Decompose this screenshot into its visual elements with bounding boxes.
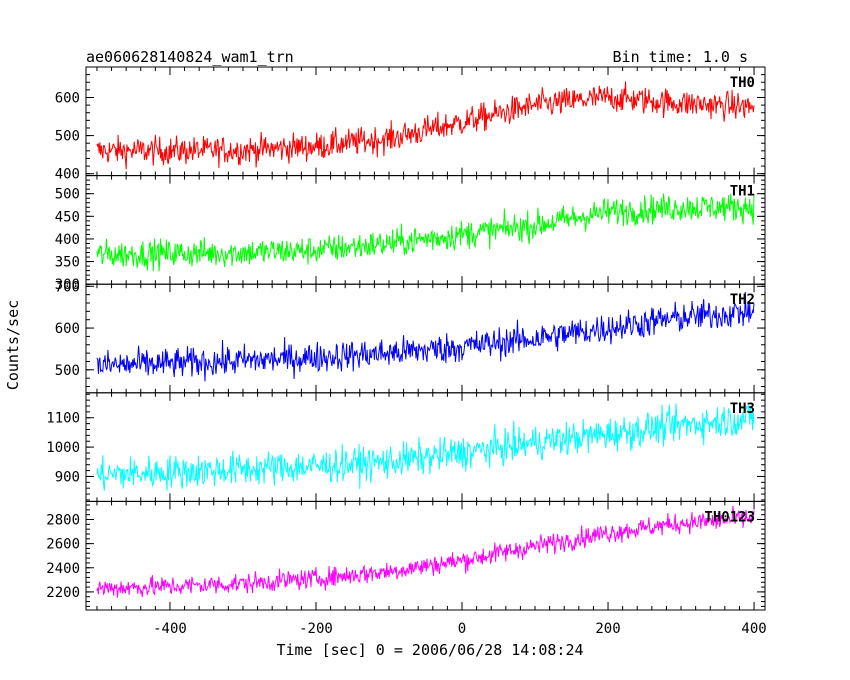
chart-title: ae060628140824_wam1_trn [86, 48, 294, 66]
y-tick-label: 900 [55, 469, 80, 485]
panel-frame-th1 [85, 175, 766, 285]
y-tick-label: 700 [55, 279, 80, 295]
y-tick-label: 600 [55, 90, 80, 106]
panel-label-th0123: TH0123 [704, 509, 755, 525]
panel-frame-th0123 [85, 500, 766, 611]
panel-label-th1: TH1 [730, 184, 755, 200]
y-tick-label: 1100 [46, 411, 80, 427]
series-th2 [96, 291, 755, 382]
x-tick-label: 400 [741, 621, 766, 637]
y-tick-label: 1000 [46, 440, 80, 456]
x-tick-label: -400 [153, 621, 187, 637]
panel-frame-th2 [85, 283, 766, 394]
y-tick-label: 2400 [46, 561, 80, 577]
series-th3 [96, 403, 755, 491]
bin-time-label: Bin time: 1.0 s [613, 48, 748, 66]
series-th0 [96, 81, 755, 170]
y-tick-label: 350 [55, 255, 80, 271]
y-tick-label: 400 [55, 232, 80, 248]
x-tick-label: -200 [299, 621, 333, 637]
series-th0123 [96, 505, 755, 598]
panel-label-th0: TH0 [730, 75, 755, 91]
x-tick-label: 0 [458, 621, 466, 637]
y-tick-label: 2800 [46, 513, 80, 529]
y-tick-label: 300 [55, 277, 80, 293]
y-tick-label: 500 [55, 363, 80, 379]
y-tick-label: 500 [55, 129, 80, 145]
panel-label-th3: TH3 [730, 401, 755, 417]
y-tick-label: 500 [55, 187, 80, 203]
y-tick-label: 400 [55, 167, 80, 183]
x-tick-label: 200 [595, 621, 620, 637]
x-axis-label: Time [sec] 0 = 2006/06/28 14:08:24 [276, 641, 583, 659]
series-th1 [96, 193, 755, 272]
y-axis-label: Counts/sec [4, 300, 22, 390]
y-tick-label: 450 [55, 209, 80, 225]
panels-group: TH0 400 500 600 TH1 300 350 400 450 500 TH2 500 600 7… [46, 66, 767, 637]
panel-label-th2: TH2 [730, 292, 755, 308]
panel-frame-th3 [85, 392, 766, 502]
y-tick-label: 2600 [46, 537, 80, 553]
y-tick-label: 2200 [46, 585, 80, 601]
y-tick-label: 600 [55, 321, 80, 337]
